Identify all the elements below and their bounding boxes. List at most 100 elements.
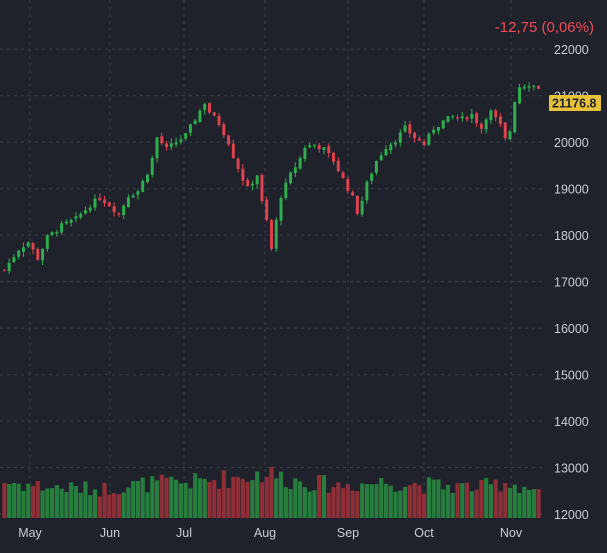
candle-body — [146, 174, 149, 183]
candle-body — [122, 205, 126, 215]
candle-body — [537, 85, 541, 89]
y-tick-label: 19000 — [554, 183, 589, 197]
candle-body — [346, 178, 350, 192]
volume-bar — [288, 489, 293, 518]
candle-body — [174, 142, 178, 145]
y-tick-label: 14000 — [554, 415, 589, 429]
volume-bar — [54, 485, 59, 518]
candle-body — [26, 242, 30, 247]
candle-body — [64, 221, 68, 224]
candle-body — [36, 249, 40, 260]
x-tick-label: Sep — [337, 526, 359, 540]
candle-body — [179, 139, 183, 142]
candle-body — [74, 216, 78, 219]
volume-bar — [350, 490, 355, 518]
candle-body — [169, 143, 173, 147]
volume-bar — [317, 474, 322, 518]
candle-body — [2, 269, 6, 272]
candle-body — [374, 160, 378, 173]
candle-body — [12, 257, 16, 263]
candle-body — [260, 174, 264, 201]
volume-bar — [21, 490, 26, 518]
volume-bar — [107, 494, 112, 518]
volume-bar — [221, 470, 226, 518]
volume-bar — [7, 484, 12, 518]
last-price-label: 21176.8 — [552, 97, 597, 111]
volume-bar — [522, 486, 527, 518]
x-tick-label: Oct — [414, 526, 434, 540]
volume-bar — [150, 476, 155, 518]
candle-body — [432, 129, 436, 134]
volume-bar — [512, 484, 517, 518]
candle-body — [222, 124, 226, 136]
candle-body — [503, 122, 507, 139]
volume-bar — [83, 481, 88, 518]
candle-body — [336, 160, 340, 172]
candle-body — [217, 115, 221, 125]
volume-bar — [164, 477, 169, 518]
volume-bar — [159, 474, 164, 518]
candle-body — [308, 145, 312, 148]
candle-body — [131, 195, 135, 198]
volume-bar — [417, 485, 422, 518]
candle-body — [532, 85, 536, 87]
volume-bar — [484, 478, 489, 518]
volume-bar — [488, 484, 494, 518]
candle-body — [150, 157, 154, 175]
candle-body — [55, 231, 59, 234]
volume-bar — [326, 492, 331, 518]
candle-body — [103, 199, 107, 204]
x-tick-label: Aug — [254, 526, 276, 540]
candle-body — [270, 219, 273, 249]
volume-bar — [78, 492, 83, 518]
volume-bar — [293, 478, 298, 518]
volume-bar — [469, 491, 474, 518]
candle-body — [93, 198, 97, 208]
volume-bar — [407, 485, 412, 518]
volume-bar — [207, 481, 212, 518]
candle-layer — [2, 82, 541, 275]
candle-body — [394, 142, 397, 145]
candle-body — [41, 248, 45, 261]
candle-body — [284, 182, 288, 199]
volume-bar — [393, 491, 398, 518]
volume-bar — [450, 493, 455, 518]
candle-body — [298, 158, 302, 169]
volume-bar — [298, 481, 303, 518]
candle-body — [360, 200, 364, 215]
candle-body — [198, 110, 202, 122]
volume-bar — [436, 479, 441, 518]
volume-bar — [445, 484, 451, 518]
y-tick-label: 13000 — [554, 462, 589, 476]
volume-bar — [431, 479, 436, 518]
volume-bar — [441, 489, 446, 518]
candle-body — [403, 125, 407, 132]
candle-body — [303, 147, 307, 159]
volume-bar — [536, 488, 541, 518]
volume-bar — [169, 476, 174, 518]
candle-body — [231, 143, 235, 159]
candle-body — [212, 112, 216, 116]
x-tick-label: May — [18, 526, 42, 540]
candle-body — [7, 262, 11, 272]
volume-bar — [503, 483, 508, 518]
candle-body — [436, 127, 440, 131]
y-tick-label: 17000 — [554, 276, 589, 290]
volume-bar — [121, 492, 126, 518]
candle-body — [60, 223, 64, 233]
y-tick-label: 20000 — [554, 136, 589, 150]
candle-body — [227, 135, 231, 145]
volume-bar — [64, 492, 69, 518]
volume-bar — [345, 484, 350, 518]
volume-bar — [97, 496, 102, 518]
candle-body — [379, 155, 383, 161]
candle-body — [508, 131, 512, 140]
y-tick-label: 12000 — [554, 508, 589, 522]
volume-bar — [507, 487, 513, 518]
volume-bar — [226, 487, 231, 518]
candle-body — [456, 117, 460, 119]
volume-bar — [283, 487, 288, 518]
volume-bar — [264, 476, 269, 518]
